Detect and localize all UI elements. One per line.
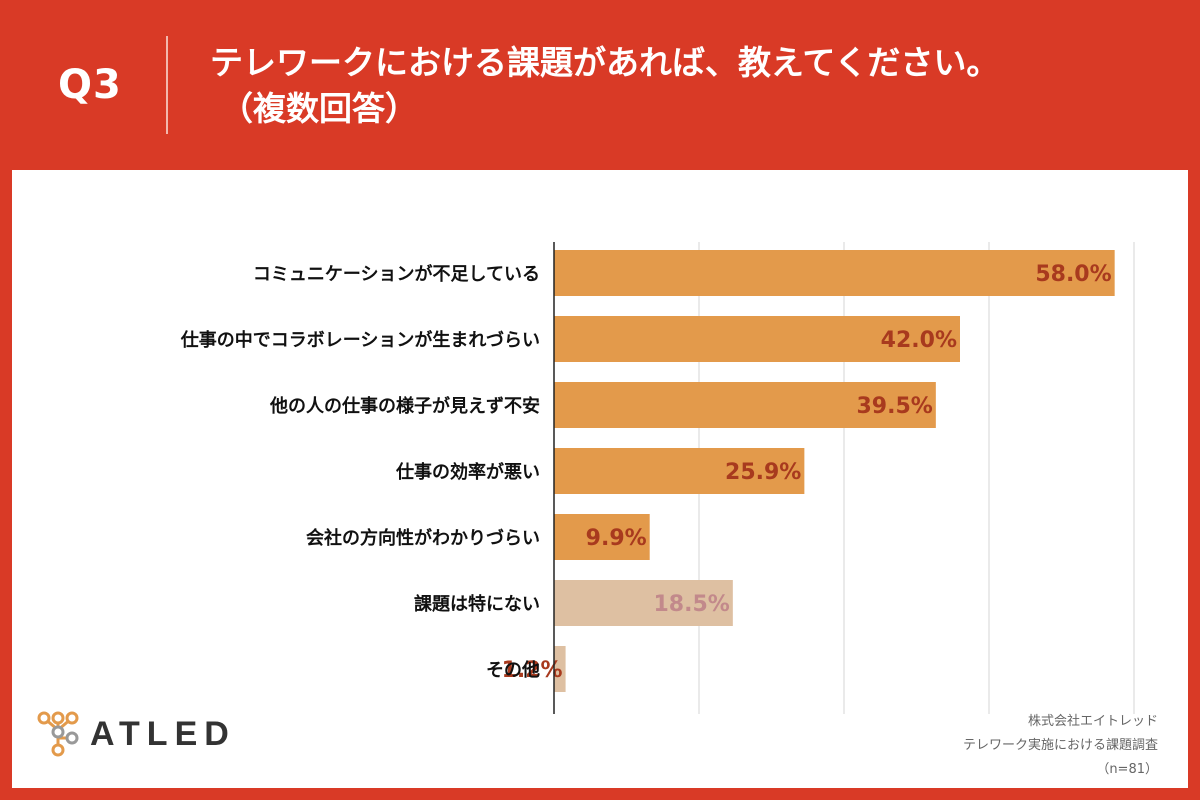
atled-logo: ATLED [36, 710, 236, 758]
question-title-line2: （複数回答） [220, 89, 418, 128]
source-survey: テレワーク実施における課題調査 [962, 738, 1158, 753]
bar-chart: 58.0% コミュニケーションが不足している 42.0% 仕事の中でコラボレーションが… [180, 242, 1135, 714]
source-sample-size: （n=81） [1096, 762, 1158, 777]
header-divider [166, 36, 168, 134]
atled-logo-text: ATLED [90, 714, 236, 753]
bar-6 [554, 580, 733, 626]
category-label-5: 会社の方向性がわかりづらい [306, 527, 540, 549]
data-label-5: 9.9% [586, 526, 647, 551]
chart-panel: 58.0% コミュニケーションが不足している 42.0% 仕事の中でコラボレーションが… [12, 170, 1188, 788]
atled-network-icon [37, 711, 79, 757]
category-label-1: コミュニケーションが不足している [253, 263, 540, 285]
data-label-1: 58.0% [1035, 262, 1111, 287]
data-label-7: 1.2% [502, 658, 563, 683]
data-label-4: 25.9% [725, 460, 801, 485]
category-label-4: 仕事の効率が悪い [395, 461, 540, 483]
question-number: Q3 [58, 62, 122, 108]
category-label-6: 課題は特にない [414, 593, 540, 615]
data-label-2: 42.0% [881, 328, 957, 353]
data-label-6: 18.5% [654, 592, 730, 617]
question-title-line1: テレワークにおける課題があれば、教えてください。 [210, 43, 1000, 82]
category-label-2: 仕事の中でコラボレーションが生まれづらい [180, 329, 540, 351]
source-company: 株式会社エイトレッド [1027, 714, 1158, 729]
bar-4 [554, 448, 805, 494]
data-label-3: 39.5% [857, 394, 933, 419]
bar-7 [554, 646, 566, 692]
bar-5 [554, 514, 650, 560]
question-title: テレワークにおける課題があれば、教えてください。 （複数回答） [210, 40, 999, 132]
category-label-3: 他の人の仕事の様子が見えず不安 [269, 395, 540, 417]
header: Q3 テレワークにおける課題があれば、教えてください。 （複数回答） [0, 0, 1200, 170]
bar-3 [554, 382, 936, 428]
bar-1 [554, 250, 1115, 296]
category-label-7: その他 [486, 659, 540, 681]
source-note: 株式会社エイトレッド テレワーク実施における課題調査 （n=81） [963, 710, 1158, 782]
bar-2 [554, 316, 960, 362]
